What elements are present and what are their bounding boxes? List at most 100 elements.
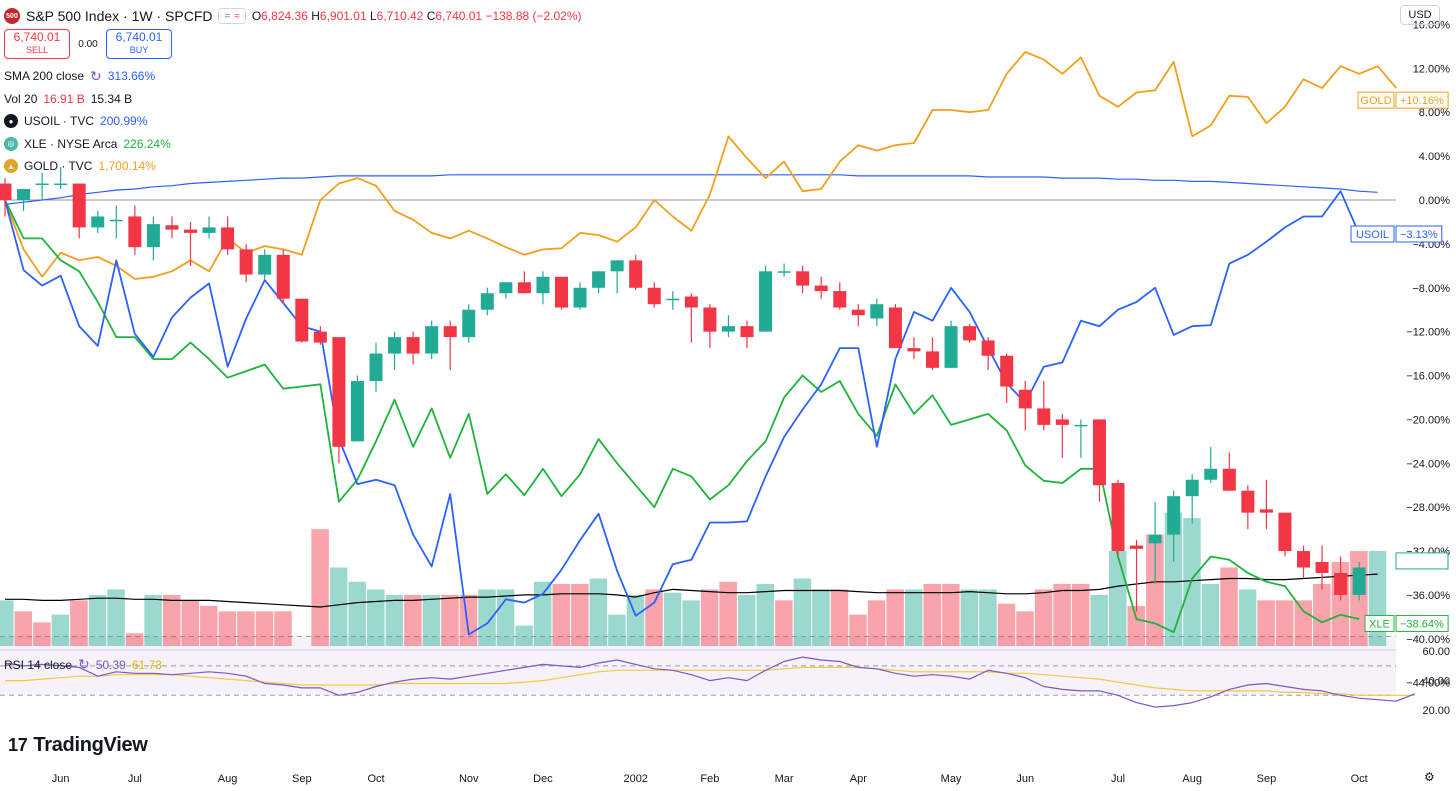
time-tick-label: Jul: [1111, 773, 1125, 785]
price-tick-label: −40.00%: [1406, 634, 1450, 646]
volume-bar: [218, 611, 237, 646]
volume-bar: [162, 594, 181, 646]
gear-icon[interactable]: ⚙: [1424, 770, 1435, 784]
candle-body: [72, 183, 86, 228]
sell-button[interactable]: 6,740.01 SELL: [4, 29, 70, 59]
currency-label: USD: [1408, 9, 1432, 21]
volume-bar: [960, 589, 979, 646]
volume-bar: [775, 600, 793, 646]
usoil-line: [4, 190, 1361, 636]
volume-bar: [571, 583, 589, 646]
volume-bar: [849, 614, 867, 646]
rsi-value: 50.39: [95, 657, 126, 672]
change-value: −138.88 (−2.02%): [485, 9, 582, 23]
buy-button[interactable]: 6,740.01 BUY: [106, 29, 172, 59]
candle-body: [258, 254, 272, 275]
price-value-tag: [1395, 552, 1449, 570]
volume-bar: [1164, 512, 1183, 646]
volume-bar: [200, 605, 218, 646]
candle-body: [759, 271, 773, 332]
currency-selector[interactable]: USD: [1400, 5, 1440, 25]
rsi-tick-label: 60.00: [1422, 646, 1450, 658]
volume-bar: [255, 611, 274, 646]
candle-body: [146, 224, 160, 248]
indicator-sma[interactable]: SMA 200 close ↻ 313.66%: [4, 65, 582, 88]
rsi-line: [4, 656, 1416, 708]
volume-bar: [107, 589, 125, 646]
candle-body: [851, 309, 865, 316]
volume-bar: [533, 581, 552, 646]
cycle-icon: ↻: [90, 67, 102, 84]
volume-bar: [70, 600, 88, 646]
candle-body: [1222, 468, 1236, 491]
series-value-tag: [1395, 614, 1449, 632]
price-tick-label: −28.00%: [1406, 502, 1450, 514]
volume-bar: [756, 583, 775, 646]
candle-body: [796, 271, 810, 286]
vol-ma-value: 15.34 B: [90, 91, 133, 106]
candle-body: [443, 326, 457, 338]
volume-bar: [923, 583, 941, 646]
volume-bar: [144, 594, 162, 646]
volume-bar: [459, 594, 478, 646]
candle-body: [833, 291, 847, 308]
series-value-tag: [1395, 91, 1449, 109]
xle-line: [4, 199, 1360, 634]
candle-body: [721, 326, 735, 332]
candle-body: [647, 287, 661, 305]
tradingview-logo[interactable]: 17 TradingView: [8, 734, 148, 757]
symbol-title[interactable]: S&P 500 Index · 1W · SPCFD: [26, 8, 213, 24]
indicator-usoil[interactable]: ● USOIL · TVC 200.99%: [4, 110, 582, 133]
volume-bars: [0, 512, 1387, 646]
candle-body: [740, 326, 754, 338]
candle-body: [1055, 419, 1069, 425]
volume-bar: [1146, 534, 1164, 646]
volume-bar: [404, 594, 422, 646]
candle-body: [684, 296, 698, 308]
open-value: 6,824.36: [261, 9, 308, 23]
indicator-xle[interactable]: ◎ XLE · NYSE Arca 226.24%: [4, 133, 582, 156]
sell-price: 6,740.01: [13, 30, 61, 44]
volume-bar: [367, 589, 385, 646]
candle-body: [1000, 355, 1014, 387]
volume-bar: [738, 594, 756, 646]
candle-body: [202, 227, 216, 233]
price-axis[interactable]: 16.00%12.00%8.00%4.00%0.00%−4.00%−8.00%−…: [1406, 19, 1450, 717]
volume-bar: [125, 633, 144, 646]
gold-value: 1,700.14%: [98, 159, 156, 174]
time-axis[interactable]: Jun Jul Aug Sep Oct Nov Dec 2002 Feb Mar Apr May Jun…: [52, 773, 1368, 785]
candle-body: [777, 271, 791, 273]
compare-pill[interactable]: = ≈: [218, 8, 246, 24]
indicator-gold[interactable]: ▲ GOLD · TVC 1,700.14%: [4, 155, 582, 178]
volume-bar: [830, 589, 849, 646]
sma-value: 313.66%: [107, 69, 156, 84]
candle-body: [1092, 419, 1106, 486]
usoil-name: USOIL · TVC: [24, 114, 95, 129]
rsi-ma-value: 61.73: [131, 657, 162, 672]
indicator-volume[interactable]: Vol 20 16.91 B 15.34 B: [4, 88, 582, 111]
volume-bar: [942, 583, 960, 646]
volume-bar: [329, 567, 348, 646]
candle-body: [1037, 408, 1051, 425]
time-tick-label: May: [941, 773, 962, 785]
time-tick-label: Oct: [367, 773, 384, 785]
volume-bar: [979, 589, 997, 646]
time-tick-label: Aug: [218, 773, 238, 785]
rsi-legend[interactable]: RSI 14 close ↻ 50.39 61.73: [4, 656, 162, 673]
candle-body: [1167, 496, 1181, 535]
volume-bar: [51, 614, 70, 646]
series-name-text: XLE: [1369, 618, 1390, 630]
xle-value: 226.24%: [123, 136, 171, 151]
volume-bar: [1257, 600, 1275, 646]
candle-body: [128, 216, 142, 248]
tv-logo-icon: 17: [8, 735, 28, 755]
oil-drop-icon: ●: [4, 114, 18, 129]
volume-bar: [478, 589, 496, 646]
volume-bar: [663, 592, 682, 646]
candle-body: [1315, 562, 1329, 573]
volume-bar: [1016, 611, 1034, 646]
candle-body: [592, 271, 606, 288]
candle-body: [944, 326, 958, 368]
